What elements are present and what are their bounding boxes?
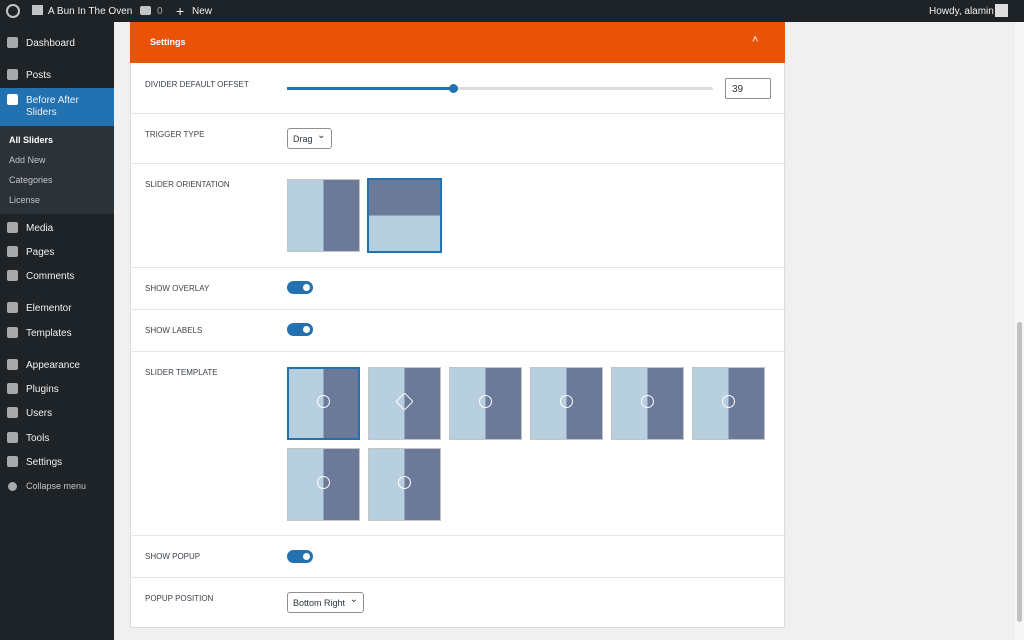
field-label: TRIGGER TYPE (145, 130, 205, 139)
template-handle (317, 476, 330, 489)
menu-item[interactable]: Plugins (26, 384, 59, 395)
menu-active-bg (0, 88, 114, 126)
orientation-horizontal[interactable] (367, 178, 442, 253)
collapse-menu[interactable]: Collapse menu (26, 481, 87, 491)
menu-icon (7, 270, 18, 281)
popup-position-select[interactable]: Bottom Right (287, 592, 365, 613)
greeting[interactable]: Howdy, alamin (929, 6, 994, 17)
orientation-vertical[interactable] (287, 179, 360, 252)
collapse-caret: ˄ (752, 34, 759, 46)
comment-icon (140, 6, 151, 15)
menu-icon (7, 94, 18, 105)
field-label: SHOW OVERLAY (145, 284, 210, 293)
menu-item[interactable]: Tools (26, 433, 50, 444)
template-handle (398, 476, 411, 489)
menu-icon (7, 456, 18, 467)
menu-icon (7, 222, 18, 233)
row-separator (130, 309, 785, 310)
menu-item[interactable]: Dashboard (26, 38, 75, 49)
slider-track (287, 87, 713, 90)
slider-fill (287, 87, 454, 90)
popup-toggle[interactable] (287, 550, 313, 563)
menu-icon (7, 432, 18, 443)
submenu-item[interactable]: Add New (9, 155, 46, 165)
submenu-item[interactable]: All Sliders (9, 135, 54, 145)
menu-icon (7, 383, 18, 394)
field-label: SLIDER TEMPLATE (145, 368, 218, 377)
menu-item[interactable]: Pages (26, 247, 55, 258)
field-label: DIVIDER DEFAULT OFFSET (145, 80, 249, 89)
field-label: SHOW LABELS (145, 326, 203, 335)
new-link[interactable]: New (192, 6, 213, 17)
row-separator (130, 267, 785, 268)
menu-item[interactable]: Posts (26, 70, 52, 81)
menu-icon (7, 407, 18, 418)
field-label: POPUP POSITION (145, 594, 214, 603)
menu-item[interactable]: Users (26, 408, 53, 419)
menu-item[interactable]: Settings (26, 457, 63, 468)
slider-thumb[interactable] (449, 84, 459, 93)
plus-icon: + (176, 3, 185, 19)
scrollbar (1015, 22, 1024, 640)
row-separator (130, 113, 785, 114)
panel-header[interactable]: Settings ˄ (130, 22, 785, 63)
labels-toggle[interactable] (287, 323, 313, 336)
submenu-bg (0, 126, 114, 214)
menu-icon (7, 246, 18, 257)
row-separator (130, 351, 785, 352)
settings-panel (130, 22, 785, 628)
template-option[interactable] (368, 367, 441, 440)
offset-input[interactable]: 39 (725, 78, 771, 99)
row-separator (130, 577, 785, 578)
menu-icon (7, 69, 18, 80)
trigger-select[interactable]: Drag (287, 128, 332, 149)
row-separator (130, 163, 785, 164)
menu-icon (7, 327, 18, 338)
row-separator (130, 535, 785, 536)
template-handle (479, 395, 492, 408)
template-handle (722, 395, 735, 408)
wp-logo[interactable] (6, 4, 20, 18)
template-handle (560, 395, 573, 408)
field-label: SHOW POPUP (145, 552, 201, 561)
menu-icon (7, 37, 18, 48)
menu-icon (7, 359, 18, 370)
scroll-thumb[interactable] (1017, 322, 1022, 622)
admin-bar: A Bun In The Oven 0 + New Howdy, alamin (0, 0, 1024, 22)
submenu-item[interactable]: Categories (9, 175, 53, 185)
template-handle (641, 395, 654, 408)
site-name[interactable]: A Bun In The Oven (48, 6, 133, 17)
home-icon (32, 5, 43, 15)
menu-item[interactable]: Elementor (26, 303, 72, 314)
menu-item[interactable]: Comments (26, 271, 75, 282)
menu-item[interactable]: Before After Sliders (26, 95, 79, 118)
panel-title: Settings (150, 37, 186, 47)
overlay-toggle[interactable] (287, 281, 313, 294)
comment-count[interactable]: 0 (157, 6, 163, 17)
submenu-item[interactable]: License (9, 195, 41, 205)
field-label: SLIDER ORIENTATION (145, 180, 230, 189)
menu-item[interactable]: Media (26, 223, 54, 234)
template-handle (317, 395, 330, 408)
menu-icon (7, 302, 18, 313)
menu-item[interactable]: Templates (26, 328, 72, 339)
collapse-icon (8, 482, 17, 491)
menu-item[interactable]: Appearance (26, 360, 80, 371)
avatar (995, 4, 1008, 17)
